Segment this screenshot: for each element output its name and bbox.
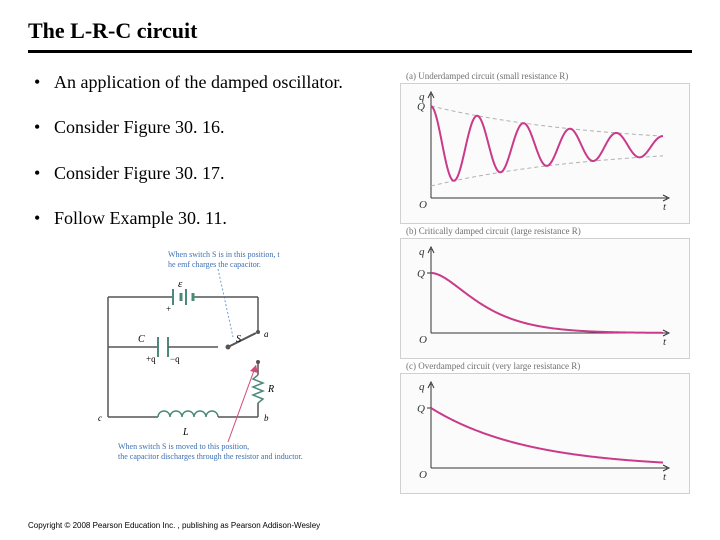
svg-text:the capacitor discharges throu: the capacitor discharges through the res… bbox=[118, 452, 303, 461]
svg-text:O: O bbox=[419, 469, 427, 481]
circuit-svg: When switch S is in this position, the e… bbox=[78, 247, 308, 467]
svg-text:c: c bbox=[98, 413, 102, 423]
graph-caption-b: (b) Critically damped circuit (large res… bbox=[406, 226, 690, 236]
graph-svg-overdamped: q t O Q bbox=[403, 376, 673, 486]
svg-text:t: t bbox=[663, 471, 667, 483]
bullet-item: Follow Example 30. 11. bbox=[28, 207, 388, 230]
svg-text:Q: Q bbox=[417, 101, 425, 113]
content-area: An application of the damped oscillator.… bbox=[28, 71, 692, 494]
svg-text:+: + bbox=[166, 304, 171, 314]
svg-text:t: t bbox=[663, 201, 667, 213]
svg-text:+q: +q bbox=[146, 354, 156, 364]
svg-text:ε: ε bbox=[178, 278, 183, 290]
circuit-diagram: When switch S is in this position, the e… bbox=[78, 247, 388, 472]
svg-text:a: a bbox=[264, 329, 269, 339]
svg-text:C: C bbox=[138, 334, 145, 345]
svg-text:When switch S is moved to this: When switch S is moved to this position, bbox=[118, 442, 249, 451]
graph-underdamped: qtOQ bbox=[400, 83, 690, 224]
svg-text:Q: Q bbox=[417, 268, 425, 280]
graph-caption-a: (a) Underdamped circuit (small resistanc… bbox=[406, 71, 690, 81]
svg-text:L: L bbox=[182, 427, 189, 438]
graph-critical: q t O Q bbox=[400, 238, 690, 359]
svg-text:O: O bbox=[419, 199, 427, 211]
svg-text:−q: −q bbox=[170, 354, 180, 364]
graph-overdamped: q t O Q bbox=[400, 373, 690, 494]
svg-text:he emf charges the capacitor.: he emf charges the capacitor. bbox=[168, 260, 261, 269]
svg-text:Q: Q bbox=[417, 403, 425, 415]
bullet-item: Consider Figure 30. 16. bbox=[28, 116, 388, 139]
svg-text:q: q bbox=[419, 246, 425, 258]
title-underline bbox=[28, 50, 692, 53]
graph-caption-c: (c) Overdamped circuit (very large resis… bbox=[406, 361, 690, 371]
slide-title: The L-R-C circuit bbox=[28, 18, 692, 44]
svg-text:S: S bbox=[236, 334, 241, 345]
bullet-list: An application of the damped oscillator.… bbox=[28, 71, 388, 231]
svg-text:O: O bbox=[419, 334, 427, 346]
svg-text:t: t bbox=[663, 336, 667, 348]
copyright-footer: Copyright © 2008 Pearson Education Inc. … bbox=[28, 521, 320, 530]
svg-text:When switch S is in this posit: When switch S is in this position, t bbox=[168, 250, 280, 259]
svg-text:R: R bbox=[267, 384, 274, 395]
left-column: An application of the damped oscillator.… bbox=[28, 71, 388, 494]
svg-text:b: b bbox=[264, 413, 269, 423]
graph-svg-critical: q t O Q bbox=[403, 241, 673, 351]
right-column: (a) Underdamped circuit (small resistanc… bbox=[400, 71, 690, 494]
svg-text:q: q bbox=[419, 381, 425, 393]
graph-svg-underdamped: qtOQ bbox=[403, 86, 673, 216]
bullet-item: An application of the damped oscillator. bbox=[28, 71, 388, 94]
bullet-item: Consider Figure 30. 17. bbox=[28, 162, 388, 185]
